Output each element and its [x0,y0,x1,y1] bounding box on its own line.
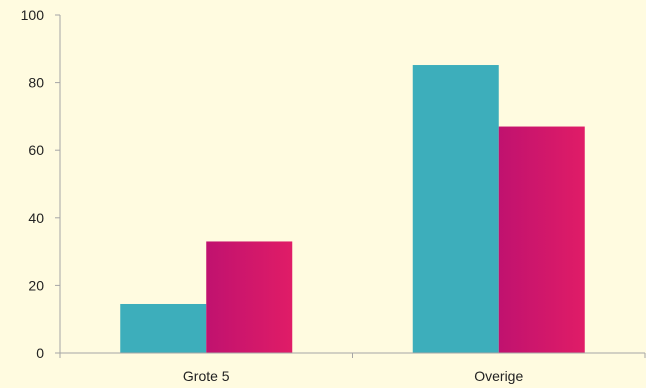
bar-grote-5-series-1 [120,303,207,353]
y-tick-label: 0 [36,345,44,361]
bar-grote-5-series-2 [206,241,293,353]
x-tick-label: Overige [474,368,523,384]
x-tick-label: Grote 5 [183,368,230,384]
y-tick-label: 100 [21,7,45,23]
axes-group [55,14,646,358]
labels-group: Grote 5 Overige 0 20 40 60 80 100 [21,7,524,384]
y-tick-label: 20 [28,277,44,293]
y-tick-label: 60 [28,142,44,158]
y-tick-label: 80 [28,75,44,91]
bar-overige-series-1 [412,65,499,354]
bars-group [120,65,585,354]
y-tick-label: 40 [28,210,44,226]
bar-overige-series-2 [498,126,585,353]
